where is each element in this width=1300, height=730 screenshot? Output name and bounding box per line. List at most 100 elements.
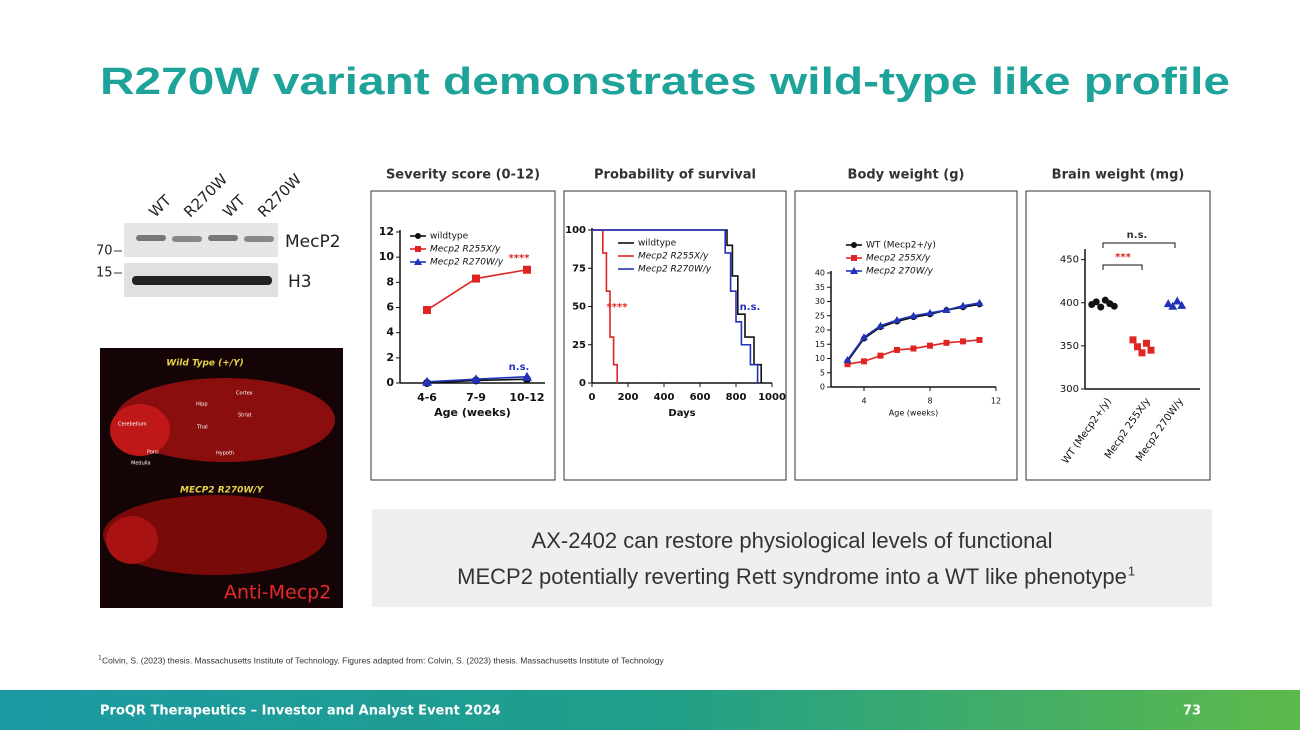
x-tick-label: 10-12 — [509, 391, 544, 404]
image-title: MECP2 R270W/Y — [180, 486, 265, 496]
marker — [1110, 302, 1118, 310]
chart-title: Brain weight (mg) — [1052, 168, 1185, 183]
marker — [942, 306, 951, 314]
significance-bracket — [1102, 242, 1176, 248]
band-name: H3 — [288, 272, 312, 292]
y-tick-label: 50 — [572, 302, 586, 313]
x-tick-label: 600 — [690, 392, 711, 403]
marker — [909, 311, 918, 319]
marker — [861, 358, 867, 365]
y-tick-label: 4 — [386, 326, 394, 339]
annotation: n.s. — [1127, 230, 1148, 241]
x-tick-label: 800 — [726, 392, 747, 403]
marker — [414, 258, 422, 265]
marker — [844, 361, 851, 368]
marker — [1147, 346, 1155, 354]
y-tick-label: 15 — [815, 340, 825, 349]
y-tick-label: 400 — [1060, 298, 1079, 309]
band — [172, 236, 202, 242]
y-tick-label: 450 — [1060, 255, 1079, 266]
y-tick-label: 10 — [379, 250, 395, 263]
annotation: **** — [607, 302, 629, 313]
brain-section — [106, 516, 158, 564]
band-name: MecP2 — [285, 232, 341, 252]
x-tick-label: 200 — [618, 392, 639, 403]
region-label: Pons — [147, 450, 159, 456]
legend-label: Mecp2 R255X/y — [430, 245, 501, 255]
y-tick-label: 25 — [815, 311, 825, 320]
y-tick-label: 40 — [815, 269, 825, 278]
marker — [415, 246, 421, 252]
marker — [943, 339, 950, 346]
footnote-ref: 1 — [98, 655, 102, 662]
marker — [1163, 299, 1173, 308]
marker — [894, 346, 900, 353]
marker — [1177, 300, 1187, 309]
y-tick-label: 10 — [815, 354, 825, 363]
legend-label: wildtype — [638, 239, 677, 249]
annotation: **** — [509, 253, 531, 264]
marker — [926, 308, 934, 316]
brain-image: Wild Type (+/Y) Cortex Hipp Striat Cereb… — [100, 348, 343, 608]
marker — [851, 242, 857, 248]
marker — [850, 267, 858, 274]
chart-frame — [794, 190, 1018, 481]
y-tick-label: 25 — [572, 340, 586, 351]
callout-line: AX-2402 can restore physiological levels… — [532, 528, 1053, 553]
marker — [877, 352, 884, 359]
y-tick-label: 0 — [579, 378, 586, 389]
marker — [860, 333, 868, 341]
callout-ref: 1 — [1128, 563, 1135, 578]
footnote: Colvin, S. (2023) thesis. Massachusetts … — [102, 655, 665, 665]
marker — [1129, 336, 1137, 344]
y-tick-label: 12 — [379, 225, 394, 238]
region-label: Cortex — [236, 391, 253, 397]
chart-title: Severity score (0-12) — [386, 168, 540, 183]
legend-label: wildtype — [430, 232, 469, 242]
chart-frame — [1025, 190, 1211, 481]
marker — [975, 298, 984, 306]
lane-label: WT — [219, 191, 249, 221]
marker — [959, 301, 967, 309]
region-label: Thal — [196, 425, 208, 431]
marker — [851, 255, 857, 261]
y-tick-label: 35 — [815, 283, 825, 292]
y-tick-label: 350 — [1060, 341, 1079, 352]
annotation: *** — [1115, 252, 1131, 263]
region-label: Hypoth — [216, 451, 234, 457]
marker — [1168, 301, 1178, 310]
marker — [893, 316, 901, 324]
x-tick-label: 12 — [991, 397, 1001, 406]
y-tick-label: 20 — [815, 326, 825, 335]
legend-label: Mecp2 R255X/y — [638, 252, 709, 262]
y-tick-label: 5 — [820, 368, 825, 377]
marker — [1172, 296, 1182, 305]
x-tick-label: 400 — [654, 392, 675, 403]
y-tick-label: 30 — [815, 297, 825, 306]
x-tick-label: 4-6 — [417, 391, 437, 404]
band — [208, 235, 238, 241]
marker — [523, 265, 531, 274]
marker — [471, 374, 481, 384]
footer-bar — [0, 690, 1300, 730]
brain-section — [115, 378, 335, 462]
legend-label: Mecp2 R270W/y — [638, 265, 712, 275]
page-number: 73 — [1183, 704, 1201, 719]
y-tick-label: 300 — [1060, 384, 1079, 395]
region-label: Hipp — [196, 402, 208, 408]
annotation: n.s. — [509, 362, 530, 373]
band — [244, 236, 274, 242]
y-tick-label: 0 — [820, 383, 825, 392]
brain-section — [103, 495, 327, 575]
y-tick-label: 0 — [386, 376, 394, 389]
x-tick-label: 8 — [927, 397, 932, 406]
lane-label: R270W — [254, 170, 305, 221]
chart-title: Probability of survival — [594, 168, 756, 183]
band — [132, 276, 272, 285]
legend-label: WT (Mecp2+/y) — [866, 241, 936, 251]
size-marker: 15 — [96, 266, 113, 281]
brain-section — [110, 404, 170, 456]
y-tick-label: 8 — [386, 275, 394, 288]
